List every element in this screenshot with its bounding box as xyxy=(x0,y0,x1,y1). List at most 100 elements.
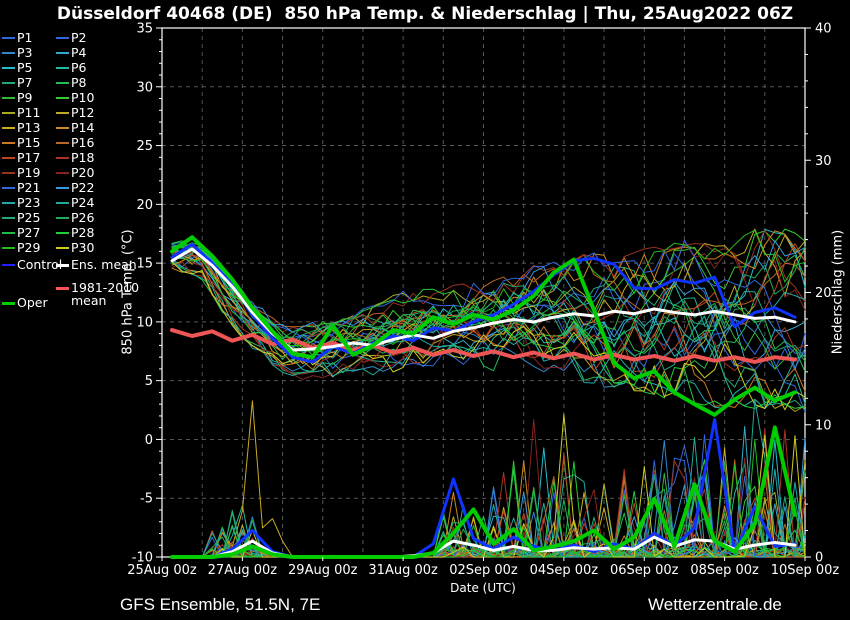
legend-swatch-p2 xyxy=(56,37,69,39)
svg-text:25Aug 00z: 25Aug 00z xyxy=(127,563,197,578)
legend-label-p18: P18 xyxy=(71,150,95,165)
legend-item-p21: P21 xyxy=(0,181,160,195)
legend-swatch-p7 xyxy=(2,82,15,84)
legend-swatch-p20 xyxy=(56,172,69,174)
svg-text:5: 5 xyxy=(145,374,153,389)
legend-swatch-p25 xyxy=(2,217,15,219)
legend-swatch-p3 xyxy=(2,52,15,54)
legend-swatch-ens-mean xyxy=(56,264,69,267)
svg-text:10: 10 xyxy=(815,418,832,433)
svg-text:0: 0 xyxy=(815,551,823,566)
legend-item-p26: P26 xyxy=(0,211,160,225)
legend-item-p4: P4 xyxy=(0,46,160,60)
legend-label-p10: P10 xyxy=(71,90,95,105)
legend-swatch-p19 xyxy=(2,172,15,174)
legend-swatch-p13 xyxy=(2,127,15,129)
legend-label-ens-mean: Ens. mean xyxy=(71,257,137,272)
svg-text:15: 15 xyxy=(136,257,153,272)
chart-title: Düsseldorf 40468 (DE) 850 hPa Temp. & Ni… xyxy=(56,4,794,24)
legend-swatch-p12 xyxy=(56,112,69,114)
legend-label-p6: P6 xyxy=(71,60,87,75)
legend-item-p6: P6 xyxy=(0,61,160,75)
svg-text:29Aug 00z: 29Aug 00z xyxy=(288,563,358,578)
legend-swatch-p29 xyxy=(2,247,15,249)
legend-label-1981-2010-mean-line2: mean xyxy=(71,293,107,308)
legend-label-p13: P13 xyxy=(17,120,41,135)
legend-swatch-p26 xyxy=(56,217,69,219)
member-temp-P30 xyxy=(171,261,806,411)
legend-label-p4: P4 xyxy=(71,45,87,60)
legend-label-p14: P14 xyxy=(71,120,95,135)
legend-item-ens-mean: Ens. mean xyxy=(0,258,160,272)
legend-item-control: Control xyxy=(0,258,160,272)
legend-item-p14: P14 xyxy=(0,121,160,135)
legend-item-p30: P30 xyxy=(0,241,160,255)
legend-item-p18: P18 xyxy=(0,151,160,165)
series-oper xyxy=(170,235,797,417)
legend-swatch-p27 xyxy=(2,232,15,234)
svg-text:30: 30 xyxy=(815,154,832,169)
legend-label-p28: P28 xyxy=(71,225,95,240)
legend-item-p17: P17 xyxy=(0,151,160,165)
svg-text:20: 20 xyxy=(136,198,153,213)
legend-label-p20: P20 xyxy=(71,165,95,180)
main-series xyxy=(170,235,797,559)
legend-label-p15: P15 xyxy=(17,135,41,150)
legend-label-p12: P12 xyxy=(71,105,95,120)
legend-swatch-p30 xyxy=(56,247,69,249)
legend-item-p1: P1 xyxy=(0,31,160,45)
legend-label-p29: P29 xyxy=(17,240,41,255)
svg-text:27Aug 00z: 27Aug 00z xyxy=(208,563,278,578)
legend-label-p21: P21 xyxy=(17,180,41,195)
legend-swatch-p11 xyxy=(2,112,15,114)
legend-item-p15: P15 xyxy=(0,136,160,150)
legend-item-p24: P24 xyxy=(0,196,160,210)
svg-text:08Sep 00z: 08Sep 00z xyxy=(690,563,759,578)
legend-item-p7: P7 xyxy=(0,76,160,90)
legend-label-p24: P24 xyxy=(71,195,95,210)
legend-swatch-p15 xyxy=(2,142,15,144)
legend-label-p27: P27 xyxy=(17,225,41,240)
legend-swatch-p21 xyxy=(2,187,15,189)
legend-swatch-p14 xyxy=(56,127,69,129)
legend-label-p5: P5 xyxy=(17,60,33,75)
svg-text:06Sep 00z: 06Sep 00z xyxy=(610,563,679,578)
legend-label-control: Control xyxy=(17,257,63,272)
legend-label-p22: P22 xyxy=(71,180,95,195)
legend-item-p29: P29 xyxy=(0,241,160,255)
y-right-axis-title: Niederschlag (mm) xyxy=(830,229,846,355)
svg-text:20: 20 xyxy=(815,286,832,301)
legend-label-p25: P25 xyxy=(17,210,41,225)
svg-text:10: 10 xyxy=(136,315,153,330)
svg-text:0: 0 xyxy=(145,433,153,448)
member-temp-P21 xyxy=(171,239,806,354)
legend: P1 P2 P3 P4 P5 P6 P7 P8 P9 P10 P11 P12 P13 P14 P15 P16 P… xyxy=(0,0,160,330)
legend-swatch-1981-2010-mean xyxy=(56,287,69,290)
legend-item-p16: P16 xyxy=(0,136,160,150)
legend-label-p1: P1 xyxy=(17,30,33,45)
svg-text:30: 30 xyxy=(136,80,153,95)
legend-item-1981-2010-mean: 1981-2010 xyxy=(0,281,160,295)
legend-label-p19: P19 xyxy=(17,165,41,180)
legend-label-p2: P2 xyxy=(71,30,87,45)
legend-item-p9: P9 xyxy=(0,91,160,105)
legend-label-1981-2010-mean: 1981-2010 xyxy=(71,280,140,295)
legend-item-p25: P25 xyxy=(0,211,160,225)
ensemble-members-temp xyxy=(171,228,806,413)
legend-swatch-p6 xyxy=(56,67,69,69)
y-left-axis-title: 850 hPa Temp. (°C) xyxy=(120,229,136,355)
svg-text:25: 25 xyxy=(136,139,153,154)
legend-swatch-p10 xyxy=(56,97,69,99)
member-temp-P15 xyxy=(171,253,806,408)
x-axis-title: Date (UTC) xyxy=(450,581,516,595)
legend-label-p7: P7 xyxy=(17,75,33,90)
legend-label-p9: P9 xyxy=(17,90,33,105)
legend-swatch-p9 xyxy=(2,97,15,99)
legend-item-p3: P3 xyxy=(0,46,160,60)
svg-text:04Sep 00z: 04Sep 00z xyxy=(530,563,599,578)
svg-text:10Sep 00z: 10Sep 00z xyxy=(771,563,840,578)
member-temp-P8 xyxy=(171,251,806,396)
legend-swatch-p1 xyxy=(2,37,15,39)
